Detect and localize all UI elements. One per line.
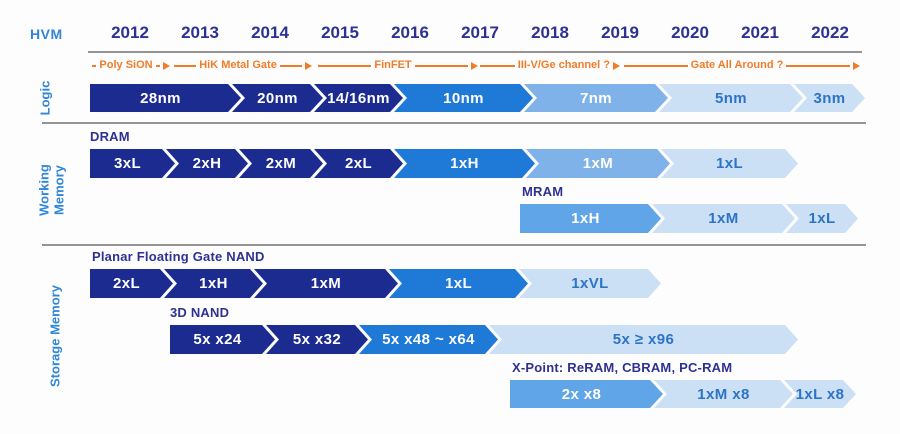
annotation-hik-metal-gate: HiK Metal Gate [174,59,313,73]
annotation-line [92,65,97,67]
annotation-arrow-icon [305,62,313,70]
year-label: 2022 [811,23,849,42]
row-label-dram: DRAM [90,129,130,144]
row-label-3d-nand: 3D NAND [170,305,230,320]
year-label: 2018 [531,23,569,42]
annotation-line [480,65,515,67]
segment-dram-3xl: 3xL [90,149,175,178]
annotation-arrow-icon [471,62,478,70]
segment-mram-1xl: 1xL [786,204,858,233]
annotation-line [414,65,468,67]
segment-dram-1xm: 1xM [526,149,670,178]
annotation-line [279,65,303,67]
annotation-label: FinFET [374,59,412,71]
segment-x-point-1xl-x8: 1xL x8 [784,380,856,408]
segment-logic-20nm: 20nm [232,84,323,112]
segment-dram-2xm: 2xM [239,149,323,178]
annotation-line [174,65,197,67]
segment-x-point-2x-x8: 2x x8 [510,380,663,408]
year-label: 2021 [741,23,779,42]
segment-planar-nand-1xl: 1xL [389,269,528,298]
segment-dram-1xh: 1xH [394,149,535,178]
annotation-label: HiK Metal Gate [199,59,277,71]
segment-mram-1xm: 1xM [652,204,795,233]
segment-logic-10nm: 10nm [394,84,533,112]
segment-x-point-1xm-x8: 1xM x8 [654,380,793,408]
year-label: 2014 [251,23,289,42]
annotation-line [786,65,850,67]
segment-dram-2xl: 2xL [314,149,403,178]
annotation-label: Poly SiON [99,59,153,71]
annotation-finfet: FinFET [318,59,478,73]
section-separator-working-storage [42,244,866,246]
segment-3d-nand-5x-x24: 5x x24 [170,325,275,354]
annotation-label: Gate All Around ? [690,59,784,71]
segment-3d-nand-5x-x96: 5x ≥ x96 [489,325,798,354]
segment-mram-1xh: 1xH [520,204,661,233]
segment-logic-3nm: 3nm [794,84,865,112]
segment-logic-14-16nm: 14/16nm [314,84,403,112]
timeline-axis-line [88,51,862,53]
row-label-mram: MRAM [522,184,564,199]
annotation-gate-all-around: Gate All Around ? [624,59,860,73]
year-label: 2013 [181,23,219,42]
timeline-years: 2012 2013 2014 2015 2016 2017 2018 2019 2020 2021… [95,23,865,43]
segment-3d-nand-5x-x48-x64: 5x x48 ~ x64 [359,325,498,354]
segment-3d-nand-5x-x32: 5x x32 [266,325,368,354]
row-label-planar-nand: Planar Floating Gate NAND [92,249,265,264]
side-label-working-memory: Working Memory [36,164,66,216]
annotation-line [155,65,160,67]
year-label: 2019 [601,23,639,42]
side-label-storage-memory: Storage Memory [47,285,63,387]
annotation-arrow-icon [163,62,170,70]
segment-dram-1xl: 1xL [661,149,798,178]
segment-planar-nand-1xm: 1xM [254,269,398,298]
year-label: 2015 [321,23,359,42]
segment-planar-nand-1xh: 1xH [164,269,263,298]
annotation-line [624,65,688,67]
segment-planar-nand-1xvl: 1xVL [519,269,661,298]
annotation-label: III-V/Ge channel ? [517,59,610,71]
year-label: 2017 [461,23,499,42]
year-label: 2012 [111,23,149,42]
annotation-arrow-icon [853,62,860,70]
hvm-label: HVM [30,26,63,42]
side-label-logic: Logic [37,80,53,116]
annotation-line [318,65,372,67]
annotation-iii-v-ge-channel: III-V/Ge channel ? [480,59,620,73]
section-separator-logic-memory [42,122,866,124]
segment-logic-7nm: 7nm [524,84,668,112]
segment-dram-2xh: 2xH [166,149,248,178]
year-label: 2016 [391,23,429,42]
segment-logic-28nm: 28nm [90,84,241,112]
segment-logic-5nm: 5nm [659,84,803,112]
annotation-poly-sion: Poly SiON [92,59,170,73]
annotation-arrow-icon [613,62,620,70]
year-label: 2020 [671,23,709,42]
row-label-x-point: X-Point: ReRAM, CBRAM, PC-RAM [512,360,733,375]
segment-planar-nand-2xl: 2xL [90,269,173,298]
